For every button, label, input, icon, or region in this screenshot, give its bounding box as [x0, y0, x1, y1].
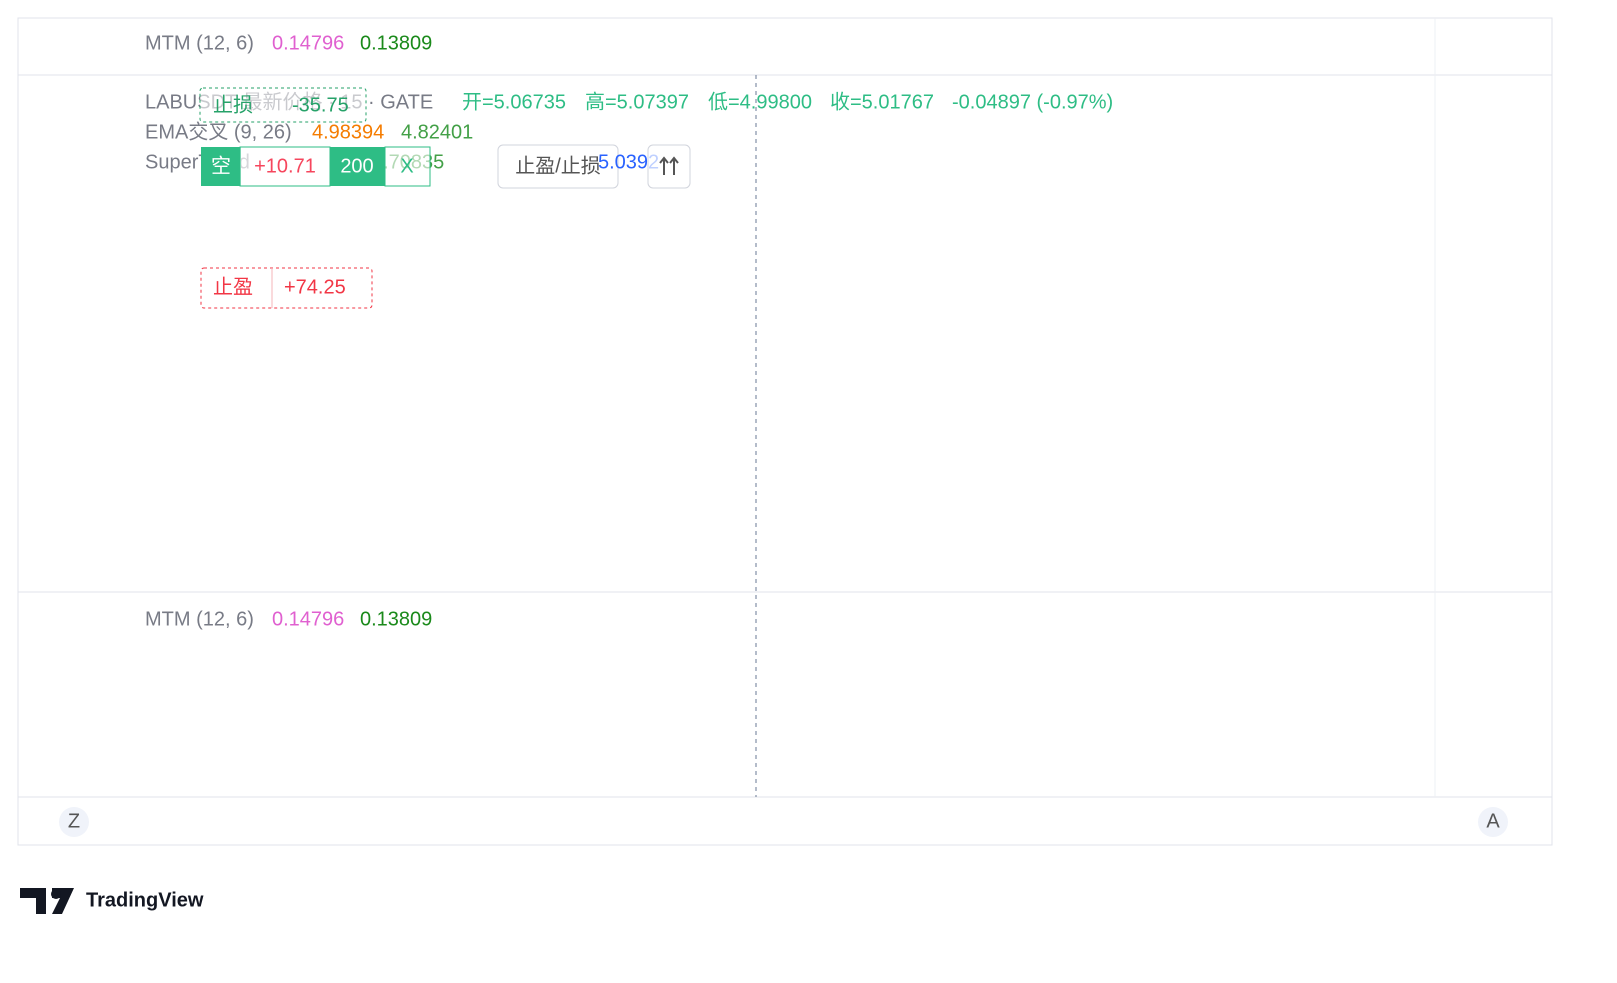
- price-hint: 5.0392: [598, 151, 659, 173]
- tpsl-button-text: 止盈/止损: [515, 154, 601, 177]
- take-profit-label: 止盈: [213, 275, 253, 298]
- tpsl-button[interactable]: [497, 144, 619, 189]
- legend-label: EMA交叉 (9, 26): [145, 120, 292, 143]
- ohlc: 低=4.99800: [708, 90, 812, 113]
- legend-label: MTM (12, 6): [145, 608, 254, 630]
- legend-value: 0.13809: [360, 608, 432, 630]
- stop-loss-pnl: -35.75: [292, 94, 349, 116]
- position-qty: 200: [340, 155, 373, 177]
- legend-label: MTM (12, 6): [145, 32, 254, 54]
- ohlc: 开=5.06735: [462, 91, 566, 113]
- ohlc: 高=5.07397: [585, 90, 689, 113]
- legend-value: 0.13809: [360, 32, 432, 54]
- position-side[interactable]: [201, 147, 241, 186]
- brand-logo-dot: [51, 889, 61, 899]
- axis-button[interactable]: [59, 807, 89, 837]
- stop-loss-label: 止损: [213, 93, 253, 116]
- legend-value: 0.14796: [272, 608, 344, 630]
- take-profit-pnl: +74.25: [284, 276, 346, 298]
- legend-value: 4.82401: [401, 121, 473, 143]
- position-close[interactable]: [384, 146, 431, 187]
- stop-loss-badge[interactable]: [199, 87, 367, 123]
- brand-name: TradingView: [86, 889, 204, 911]
- position-side-text: 空: [211, 154, 231, 177]
- legend-value: 0.14796: [272, 32, 344, 54]
- axis-button[interactable]: [1478, 807, 1508, 837]
- axis-button-text: Z: [68, 810, 80, 832]
- position-close-text: X: [400, 155, 413, 177]
- expand-icon: [659, 156, 679, 175]
- legend-value: 4.98394: [312, 121, 384, 143]
- position-pnl: +10.71: [254, 155, 316, 177]
- take-profit-badge[interactable]: [200, 267, 373, 309]
- brand-logo: [20, 888, 74, 914]
- change: -0.04897 (-0.97%): [952, 91, 1113, 113]
- axis-button-text: A: [1486, 810, 1500, 832]
- position-qty-box: [330, 147, 385, 186]
- ohlc: 收=5.01767: [830, 90, 934, 113]
- expand-button[interactable]: [647, 144, 691, 189]
